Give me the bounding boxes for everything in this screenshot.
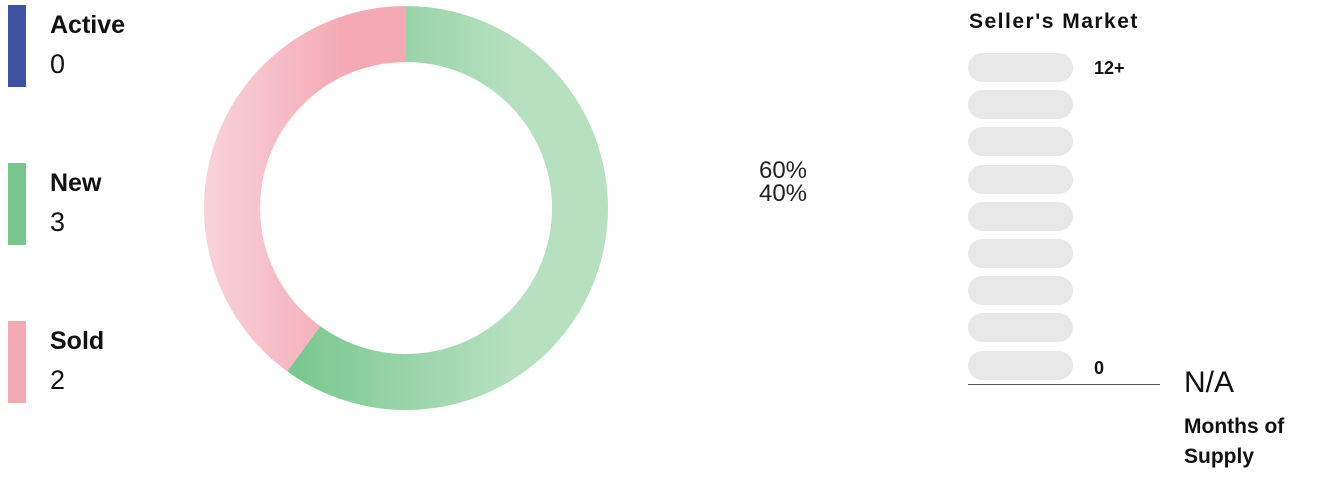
scale-segment <box>968 127 1073 157</box>
legend-count: 3 <box>50 207 66 237</box>
scale-segment <box>968 90 1073 120</box>
percent-label-sold: 40% <box>759 180 807 207</box>
scale-segment <box>968 350 1073 380</box>
legend-color-bar <box>8 5 26 87</box>
market-title: Seller's Market <box>969 10 1139 33</box>
scale-baseline <box>968 384 1160 385</box>
donut-slice-new <box>287 6 609 410</box>
legend-color-bar <box>8 321 26 403</box>
supply-label: Months of Supply <box>1184 415 1285 468</box>
legend-label: Active <box>50 11 126 39</box>
scale-segment <box>968 164 1073 194</box>
percent-label-new: 60% <box>759 157 807 184</box>
scale-segment <box>968 53 1073 82</box>
legend-count: 2 <box>50 365 66 395</box>
legend-color-bar <box>8 163 26 245</box>
scale-segment <box>968 239 1073 268</box>
donut-chart: 40%60% <box>204 6 834 410</box>
scale-top-label: 12+ <box>1094 58 1125 78</box>
scale-segment <box>968 276 1073 306</box>
supply-value: N/A <box>1184 366 1235 399</box>
donut-slice-sold <box>204 6 406 372</box>
scale-segment <box>968 313 1073 343</box>
legend-label: Sold <box>50 327 105 355</box>
scale-segment <box>968 201 1073 231</box>
legend-count: 0 <box>50 49 66 79</box>
scale-bottom-label: 0 <box>1094 358 1105 378</box>
legend-label: New <box>50 169 102 197</box>
